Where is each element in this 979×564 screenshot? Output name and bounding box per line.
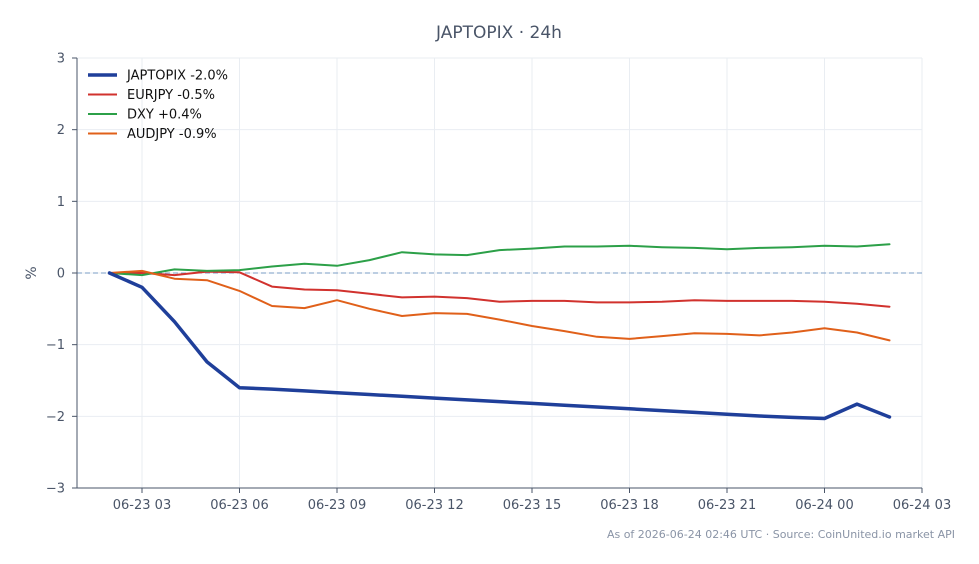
x-tick-label: 06-24 00 <box>795 498 853 513</box>
x-tick-label: 06-23 21 <box>698 498 756 513</box>
series-line-audjpy <box>108 269 891 342</box>
series-layer <box>107 243 892 421</box>
y-tick-label: −2 <box>46 410 65 425</box>
footer-source: As of 2026-06-24 02:46 UTC · Source: Coi… <box>607 528 955 541</box>
x-tick-label: 06-23 15 <box>503 498 561 513</box>
series-line-dxy <box>108 243 891 277</box>
series-line-eurjpy <box>108 270 891 308</box>
legend-label-eurjpy: EURJPY -0.5% <box>127 88 215 103</box>
legend-label-audjpy: AUDJPY -0.9% <box>127 127 217 142</box>
y-tick-label: 3 <box>57 52 65 67</box>
y-tick-label: 2 <box>57 123 65 138</box>
x-tick-label: 06-23 06 <box>210 498 268 513</box>
grid <box>77 57 923 489</box>
y-tick-label: −3 <box>46 482 65 497</box>
x-tick-label: 06-23 09 <box>308 498 366 513</box>
y-tick-label: −1 <box>46 338 65 353</box>
y-axis-label: % <box>24 266 40 279</box>
chart-title: JAPTOPIX · 24h <box>435 23 562 43</box>
x-tick-label: 06-23 03 <box>113 498 171 513</box>
y-ticks: 3 2 1 0 −1 −2 −3 <box>46 52 77 497</box>
x-ticks: 06-23 03 06-23 06 06-23 09 06-23 12 06-23 15… <box>113 488 951 513</box>
legend-label-japtopix: JAPTOPIX -2.0% <box>126 69 228 84</box>
legend: JAPTOPIX -2.0% EURJPY -0.5% DXY +0.4% AUDJP… <box>88 69 228 142</box>
x-tick-label: 06-23 18 <box>600 498 658 513</box>
x-tick-label: 06-24 03 <box>893 498 951 513</box>
x-tick-label: 06-23 12 <box>405 498 463 513</box>
y-tick-label: 1 <box>57 195 65 210</box>
series-line-japtopix <box>107 271 892 421</box>
legend-label-dxy: DXY +0.4% <box>127 108 202 123</box>
y-tick-label: 0 <box>57 267 65 282</box>
